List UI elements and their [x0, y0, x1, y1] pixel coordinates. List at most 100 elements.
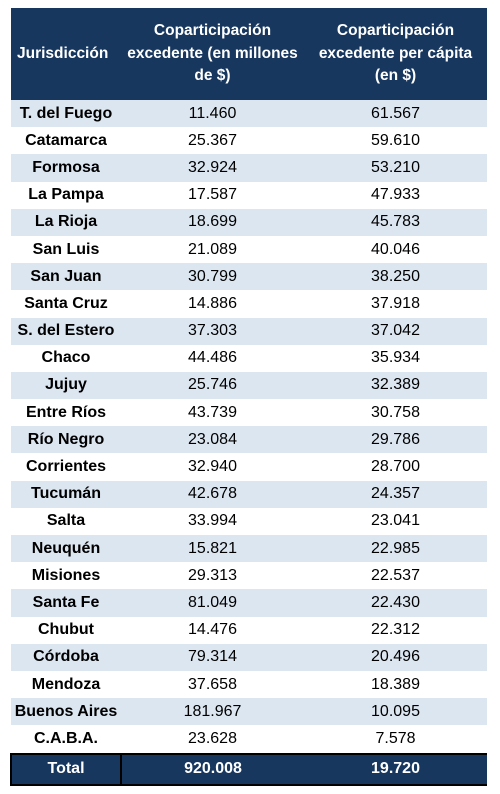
per-capita-cell: 22.985 [304, 535, 487, 563]
millones-cell: 14.476 [121, 616, 304, 644]
table-row: San Luis 21.089 40.046 [11, 235, 487, 264]
per-capita-cell: 10.095 [304, 698, 487, 726]
per-capita-cell: 22.537 [304, 562, 487, 590]
jurisdiccion-cell: La Rioja [11, 208, 121, 236]
table-row: Río Negro 23.084 29.786 [11, 426, 487, 454]
jurisdiccion-cell: Misiones [11, 562, 121, 590]
table-row: Tucumán 42.678 24.357 [11, 480, 487, 508]
per-capita-cell: 7.578 [304, 725, 487, 754]
millones-cell: 21.089 [121, 235, 304, 264]
jurisdiccion-cell: San Luis [11, 235, 121, 264]
millones-cell: 42.678 [121, 480, 304, 508]
table-row: C.A.B.A. 23.628 7.578 [11, 725, 487, 754]
millones-cell: 37.658 [121, 670, 304, 699]
millones-cell: 18.699 [121, 208, 304, 236]
header-jurisdiccion: Jurisdicción [11, 8, 121, 100]
millones-cell: 32.940 [121, 453, 304, 481]
total-row: Total 920.008 19.720 [10, 752, 487, 786]
table-row: Formosa 32.924 53.210 [11, 154, 487, 182]
jurisdiccion-cell: La Pampa [11, 181, 121, 209]
millones-cell: 37.303 [121, 317, 304, 345]
table-row: Corrientes 32.940 28.700 [11, 453, 487, 481]
jurisdiccion-cell: Córdoba [11, 643, 121, 671]
jurisdiccion-cell: Santa Fe [11, 589, 121, 617]
table-row: Mendoza 37.658 18.389 [11, 670, 487, 699]
jurisdiccion-cell: Buenos Aires [11, 698, 121, 726]
per-capita-cell: 22.312 [304, 616, 487, 644]
per-capita-cell: 24.357 [304, 480, 487, 508]
millones-cell: 25.367 [121, 127, 304, 155]
jurisdiccion-cell: Chaco [11, 344, 121, 372]
table-row: Jujuy 25.746 32.389 [11, 371, 487, 400]
table-row: La Pampa 17.587 47.933 [11, 181, 487, 209]
per-capita-cell: 30.758 [304, 399, 487, 427]
jurisdiccion-cell: Tucumán [11, 480, 121, 508]
jurisdiccion-cell: Entre Ríos [11, 399, 121, 427]
jurisdiccion-cell: T. del Fuego [11, 100, 121, 128]
table-row: Chaco 44.486 35.934 [11, 344, 487, 372]
jurisdiccion-cell: Mendoza [11, 670, 121, 699]
millones-cell: 181.967 [121, 698, 304, 726]
jurisdiccion-cell: S. del Estero [11, 317, 121, 345]
millones-cell: 44.486 [121, 344, 304, 372]
jurisdiccion-cell: Santa Cruz [11, 290, 121, 318]
table-row: San Juan 30.799 38.250 [11, 263, 487, 291]
top-strip [10, 0, 486, 8]
table-row: Entre Ríos 43.739 30.758 [11, 399, 487, 427]
millones-cell: 33.994 [121, 507, 304, 535]
per-capita-cell: 38.250 [304, 263, 487, 291]
jurisdiccion-cell: Jujuy [11, 371, 121, 400]
millones-cell: 25.746 [121, 371, 304, 400]
millones-cell: 43.739 [121, 399, 304, 427]
millones-cell: 23.628 [121, 725, 304, 754]
jurisdiccion-cell: Neuquén [11, 535, 121, 563]
millones-cell: 17.587 [121, 181, 304, 209]
total-label: Total [10, 752, 122, 786]
per-capita-cell: 45.783 [304, 208, 487, 236]
per-capita-cell: 18.389 [304, 670, 487, 699]
header-row: Jurisdicción Coparticipación excedente (… [11, 8, 487, 100]
per-capita-cell: 35.934 [304, 344, 487, 372]
millones-cell: 30.799 [121, 263, 304, 291]
table-row: Neuquén 15.821 22.985 [11, 535, 487, 563]
jurisdiccion-cell: Corrientes [11, 453, 121, 481]
table-footer: Total 920.008 19.720 [10, 752, 487, 786]
jurisdiccion-cell: C.A.B.A. [11, 725, 121, 754]
table-row: Buenos Aires 181.967 10.095 [11, 698, 487, 726]
table-row: Santa Cruz 14.886 37.918 [11, 290, 487, 318]
per-capita-cell: 37.042 [304, 317, 487, 345]
jurisdiccion-cell: Río Negro [11, 426, 121, 454]
per-capita-cell: 23.041 [304, 507, 487, 535]
per-capita-cell: 59.610 [304, 127, 487, 155]
per-capita-cell: 47.933 [304, 181, 487, 209]
per-capita-cell: 20.496 [304, 643, 487, 671]
table-row: Córdoba 79.314 20.496 [11, 643, 487, 671]
table-row: Salta 33.994 23.041 [11, 507, 487, 535]
millones-cell: 11.460 [121, 100, 304, 128]
table-row: Chubut 14.476 22.312 [11, 616, 487, 644]
jurisdiccion-cell: Chubut [11, 616, 121, 644]
jurisdiccion-cell: Catamarca [11, 127, 121, 155]
jurisdiccion-cell: Salta [11, 507, 121, 535]
millones-cell: 23.084 [121, 426, 304, 454]
millones-cell: 81.049 [121, 589, 304, 617]
table-row: Santa Fe 81.049 22.430 [11, 589, 487, 617]
total-per-capita: 19.720 [304, 752, 487, 786]
per-capita-cell: 28.700 [304, 453, 487, 481]
per-capita-cell: 61.567 [304, 100, 487, 128]
per-capita-cell: 37.918 [304, 290, 487, 318]
table-row: La Rioja 18.699 45.783 [11, 208, 487, 236]
table-header: Jurisdicción Coparticipación excedente (… [11, 8, 487, 100]
millones-cell: 14.886 [121, 290, 304, 318]
per-capita-cell: 40.046 [304, 235, 487, 264]
total-millones: 920.008 [121, 752, 304, 786]
per-capita-cell: 53.210 [304, 154, 487, 182]
table-row: S. del Estero 37.303 37.042 [11, 317, 487, 345]
per-capita-cell: 22.430 [304, 589, 487, 617]
table-body: T. del Fuego 11.460 61.567 Catamarca 25.367 5… [11, 100, 487, 754]
coparticipacion-table: Jurisdicción Coparticipación excedente (… [10, 8, 487, 786]
per-capita-cell: 32.389 [304, 371, 487, 400]
millones-cell: 32.924 [121, 154, 304, 182]
table-row: Catamarca 25.367 59.610 [11, 127, 487, 155]
header-coparticipacion-millones: Coparticipación excedente (en millones d… [121, 8, 304, 100]
